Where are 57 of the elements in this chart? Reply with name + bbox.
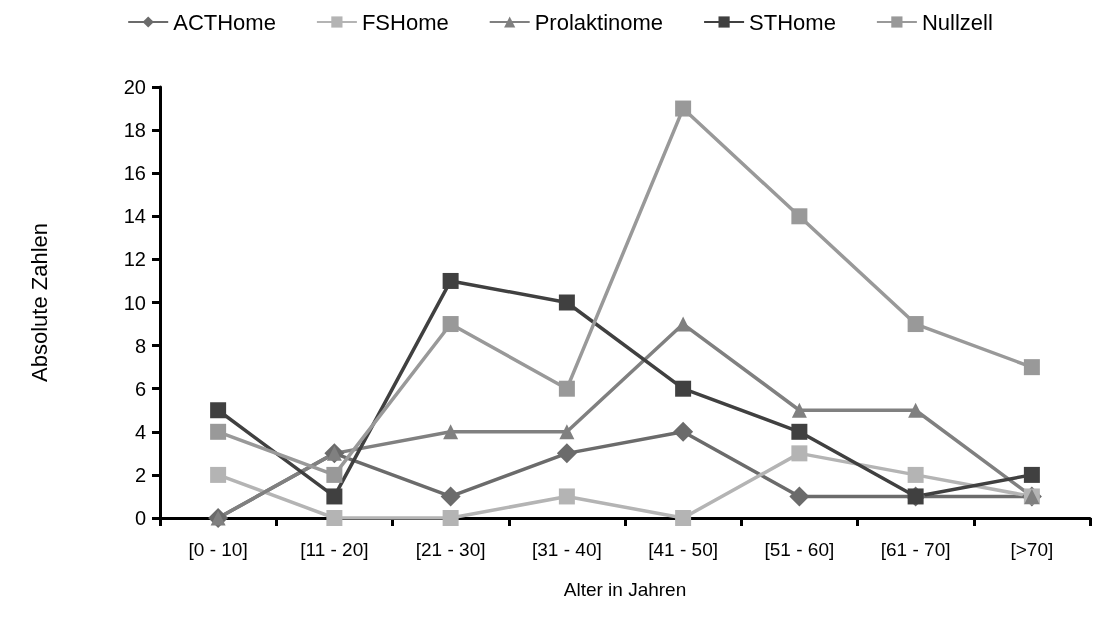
y-tick-label: 18 <box>123 119 146 142</box>
point <box>675 100 692 117</box>
point <box>210 466 227 483</box>
point <box>791 208 808 225</box>
point <box>440 486 461 507</box>
y-tick-label: 0 <box>134 507 146 529</box>
y-tick-label: 6 <box>134 377 146 400</box>
y-tick-label: 14 <box>123 205 146 228</box>
legend-label: Nullzell <box>921 9 993 35</box>
x-axis-title: Alter in Jahren <box>563 579 687 600</box>
point <box>442 510 459 526</box>
y-tick-label: 4 <box>134 420 146 443</box>
point <box>907 316 924 333</box>
point <box>791 402 807 418</box>
y-tick-label: 20 <box>123 76 146 98</box>
legend-label: STHome <box>749 9 836 35</box>
point <box>556 443 577 464</box>
y-tick-label: 10 <box>123 291 146 314</box>
x-tick-label: [31 - 40] <box>532 539 602 560</box>
point <box>443 424 459 440</box>
point <box>907 466 924 483</box>
legend-label: Prolaktinome <box>534 9 664 35</box>
point <box>559 424 575 440</box>
x-tick-label: [>70] <box>1010 539 1054 560</box>
x-tick-label: [21 - 30] <box>415 539 486 560</box>
legend-label: ACTHome <box>173 9 276 35</box>
x-tick-label: [41 - 50] <box>648 539 718 560</box>
point <box>326 488 343 505</box>
point <box>326 466 343 483</box>
y-tick-label: 12 <box>123 248 146 271</box>
y-axis-title: Absolute Zahlen <box>26 223 52 382</box>
y-tick-label: 8 <box>134 334 146 357</box>
x-tick-label: [0 - 10] <box>188 539 248 560</box>
point <box>558 294 575 311</box>
point <box>789 486 810 507</box>
x-tick-label: [51 - 60] <box>764 539 835 560</box>
legend-label: FSHome <box>361 9 449 35</box>
point <box>326 510 343 526</box>
point <box>675 510 692 526</box>
point <box>675 316 691 332</box>
point <box>908 402 924 418</box>
x-tick-label: [61 - 70] <box>880 539 951 560</box>
point <box>791 445 808 462</box>
point <box>1023 466 1040 483</box>
point <box>210 423 227 440</box>
point <box>442 272 459 289</box>
point <box>791 423 808 440</box>
point <box>1023 359 1040 376</box>
point <box>558 488 575 505</box>
point <box>210 402 227 419</box>
point <box>675 380 692 397</box>
point <box>558 380 575 397</box>
point <box>442 316 459 333</box>
y-tick-label: 2 <box>134 463 146 486</box>
y-tick-label: 16 <box>123 162 146 185</box>
x-tick-label: [11 - 20] <box>300 539 369 560</box>
point <box>673 421 694 442</box>
